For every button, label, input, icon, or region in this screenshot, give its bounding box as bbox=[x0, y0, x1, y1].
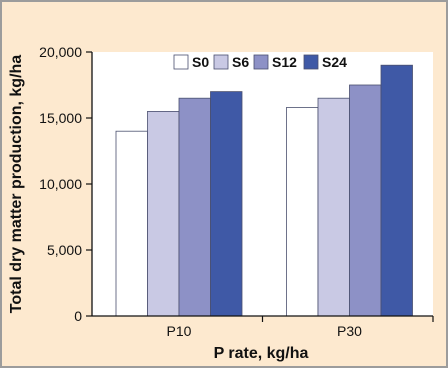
y-tick-label: 5,000 bbox=[47, 242, 82, 258]
x-tick-label: P10 bbox=[167, 323, 192, 339]
legend-label-s0: S0 bbox=[192, 54, 209, 70]
y-ticks-group: 0 5,000 10,000 15,000 20,000 bbox=[39, 44, 92, 324]
legend: S0 S6 S12 S24 bbox=[173, 54, 347, 70]
y-tick-label: 15,000 bbox=[39, 110, 82, 126]
bar-s12-p10 bbox=[178, 97, 211, 317]
bar-s24-p30 bbox=[380, 64, 413, 317]
y-tick-label: 0 bbox=[74, 308, 82, 324]
legend-label-s24: S24 bbox=[322, 54, 347, 70]
x-axis-title: P rate, kg/ha bbox=[214, 345, 309, 362]
legend-swatch-s24 bbox=[303, 54, 319, 70]
x-ticks-group: P10 P30 bbox=[167, 316, 434, 339]
y-tick-label: 10,000 bbox=[39, 176, 82, 192]
y-axis-title: Total dry matter production, kg/ha bbox=[8, 55, 25, 313]
legend-swatch-s12 bbox=[253, 54, 269, 70]
legend-swatch-s0 bbox=[173, 54, 189, 70]
y-tick-label: 20,000 bbox=[39, 44, 82, 60]
legend-swatch-s6 bbox=[213, 54, 229, 70]
bar-s0-p10 bbox=[115, 130, 148, 317]
bar-s0-p30 bbox=[286, 107, 319, 317]
bar-s24-p10 bbox=[210, 91, 243, 317]
legend-label-s6: S6 bbox=[232, 54, 249, 70]
bar-s6-p30 bbox=[317, 97, 350, 317]
x-tick-label: P30 bbox=[337, 323, 362, 339]
bars-group bbox=[115, 64, 413, 317]
bar-s12-p30 bbox=[349, 84, 382, 317]
bar-s6-p10 bbox=[147, 111, 180, 317]
legend-label-s12: S12 bbox=[272, 54, 297, 70]
